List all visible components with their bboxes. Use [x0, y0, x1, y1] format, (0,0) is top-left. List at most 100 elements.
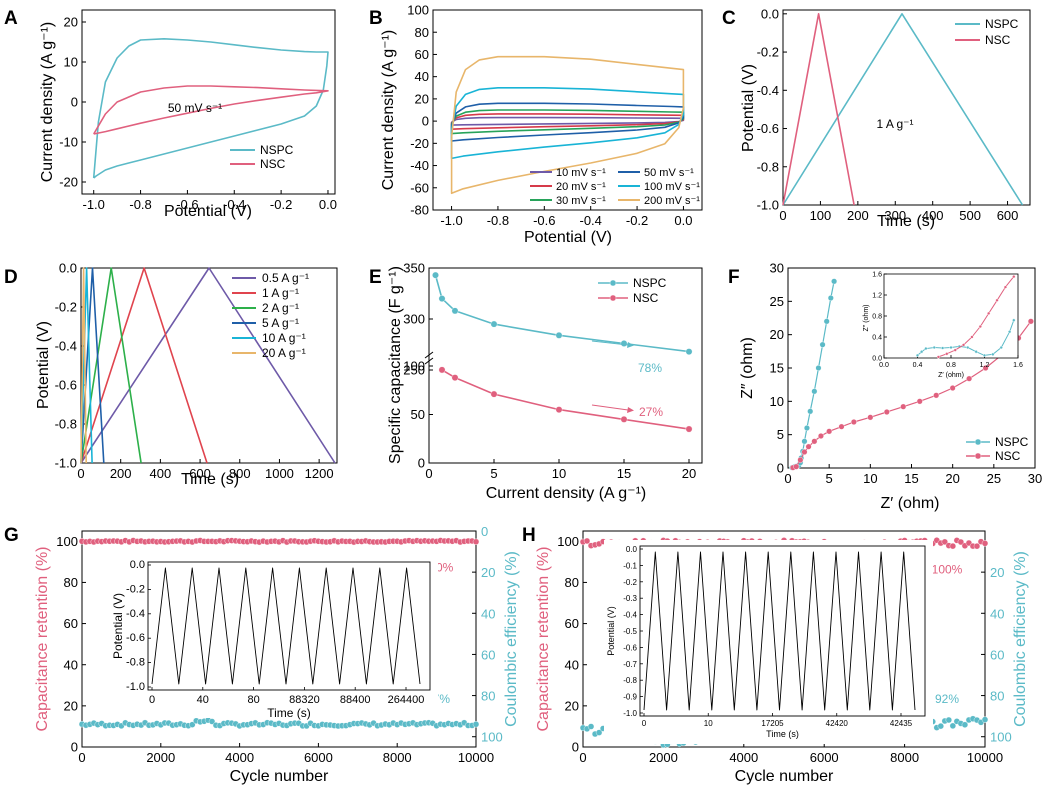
- y-tick-label: -20: [410, 136, 429, 151]
- legend-label: 10 A g⁻¹: [262, 331, 306, 345]
- x-tick-label: -1.0: [440, 213, 462, 228]
- retention-label: 27%: [639, 405, 663, 419]
- x-tick-label: 15: [617, 466, 631, 481]
- x-tick-label: 0: [779, 208, 786, 223]
- cv-curve: [450, 55, 685, 195]
- inset-y-tick-label: 1.2: [872, 293, 882, 300]
- x-tick-label: 5: [490, 466, 497, 481]
- y-tick-label: -0.4: [55, 339, 77, 354]
- x-tick-label: 8000: [890, 750, 919, 765]
- legend-label: 100 mV s⁻¹: [644, 181, 700, 193]
- y-tick-label: 300: [403, 312, 425, 327]
- panel-letter: A: [4, 8, 18, 29]
- panel-letter: D: [4, 267, 18, 288]
- retention-point: [981, 540, 989, 547]
- inset-point: [949, 345, 953, 350]
- data-point: [826, 428, 833, 435]
- x-tick-label: 0: [579, 750, 586, 765]
- legend-label: 20 A g⁻¹: [262, 346, 306, 360]
- gcd-curve: [782, 13, 855, 206]
- data-point: [933, 392, 940, 399]
- y2-tick-label: 40: [481, 606, 495, 621]
- inset-point: [982, 353, 987, 357]
- data-point: [451, 307, 459, 315]
- trend-arrow: [591, 340, 629, 346]
- data-point: [620, 340, 628, 347]
- inset-y-tick-label: -0.7: [623, 660, 637, 669]
- legend-label: NSC: [985, 33, 1011, 47]
- y-tick-label: 80: [565, 575, 579, 590]
- efficiency-point: [208, 718, 216, 725]
- x-tick-label: 2000: [649, 750, 678, 765]
- x-tick-label: 30: [1028, 471, 1042, 486]
- axes-chart_data.1: -1.0 -0.8 -0.6 -0.4 -0.2 0.0 -80 -60 -40 -20 0 20 40…: [407, 3, 703, 228]
- axes-chart_data.3: 0 200 400 600 800 1000 1200 -1.0 -0.8 -0.6 -0.4 -0.…: [55, 261, 338, 481]
- y-tick-label: -0.8: [55, 417, 77, 432]
- inset-x-tick-label: 80: [247, 694, 259, 706]
- y-tick-label: 250: [403, 363, 425, 378]
- data-point: [793, 463, 800, 470]
- efficiency-point: [587, 723, 595, 730]
- gcd-curve: [80, 267, 87, 464]
- x-tick-label: 0: [78, 750, 85, 765]
- panel-letter: B: [369, 8, 383, 29]
- y-tick-label: -80: [410, 203, 429, 218]
- y-tick-label: 20: [64, 15, 78, 30]
- y-tick-label: -0.2: [55, 300, 77, 315]
- x-tick-label: 6000: [304, 750, 333, 765]
- inset-x-tick-label: 0: [642, 719, 647, 728]
- trend-arrow: [591, 404, 629, 411]
- efficiency-point: [945, 716, 953, 724]
- y-tick-label: 25: [770, 294, 784, 309]
- data-point: [827, 295, 834, 302]
- inset-point: [999, 345, 1003, 350]
- y-axis-label: Current density (A g⁻¹): [39, 22, 56, 183]
- inset-y-axis-label: Potential (V): [111, 593, 125, 659]
- y-tick-label: -0.8: [757, 159, 779, 174]
- y-tick-label: 0: [777, 461, 784, 476]
- data-point: [883, 409, 890, 416]
- inset-point: [932, 345, 936, 350]
- inset-y-tick-label: -0.6: [126, 632, 145, 644]
- y-tick-label: 0: [422, 114, 429, 129]
- data-point: [838, 423, 845, 430]
- legend-label: 2 A g⁻¹: [262, 301, 299, 315]
- inset-point: [924, 346, 928, 351]
- y2-tick-label: 40: [990, 606, 1004, 621]
- efficiency-point: [189, 721, 196, 728]
- data-point: [807, 408, 814, 415]
- inset-x-axis-label: Time (s): [766, 729, 799, 739]
- y-axis-label: Capacitance retention (%): [34, 547, 51, 732]
- legend-marker: [609, 279, 617, 287]
- inset-point: [941, 346, 945, 350]
- y-axis-label: Potential (V): [740, 64, 757, 152]
- inset-y-tick-label: -0.8: [623, 676, 637, 685]
- legend-label: 10 mV s⁻¹: [556, 167, 606, 179]
- data-point: [823, 318, 830, 325]
- retention-point: [957, 538, 965, 546]
- inset-point: [961, 343, 966, 347]
- inset-point: [945, 352, 949, 356]
- y2-tick-label: 80: [990, 689, 1004, 704]
- cv-curve-nspc: [92, 37, 329, 179]
- x-tick-label: -0.6: [533, 213, 555, 228]
- retention-label: 78%: [638, 361, 662, 375]
- inset-point: [991, 352, 995, 356]
- inset-y-tick-label: -0.2: [623, 578, 637, 587]
- inset-y-axis-label: Potential (V): [606, 606, 616, 656]
- y2-axis-label: Coulombic efficiency (%): [1012, 551, 1029, 727]
- inset-y-tick-label: 0.0: [872, 356, 882, 363]
- inset-point: [953, 348, 957, 352]
- x-tick-label: 1000: [265, 466, 294, 481]
- x-tick-label: 10000: [967, 750, 1003, 765]
- x-tick-label: 200: [847, 208, 869, 223]
- efficiency-point: [961, 721, 969, 728]
- legend-label: 30 mV s⁻¹: [556, 195, 606, 207]
- axes-frame: [782, 9, 1031, 206]
- data-point: [432, 271, 439, 279]
- x-tick-label: 15: [904, 471, 918, 486]
- inset-point: [995, 298, 999, 302]
- data-point: [805, 443, 812, 450]
- y-axis-label: Specific capacitance (F g⁻¹): [387, 266, 404, 464]
- x-tick-label: 0: [77, 466, 84, 481]
